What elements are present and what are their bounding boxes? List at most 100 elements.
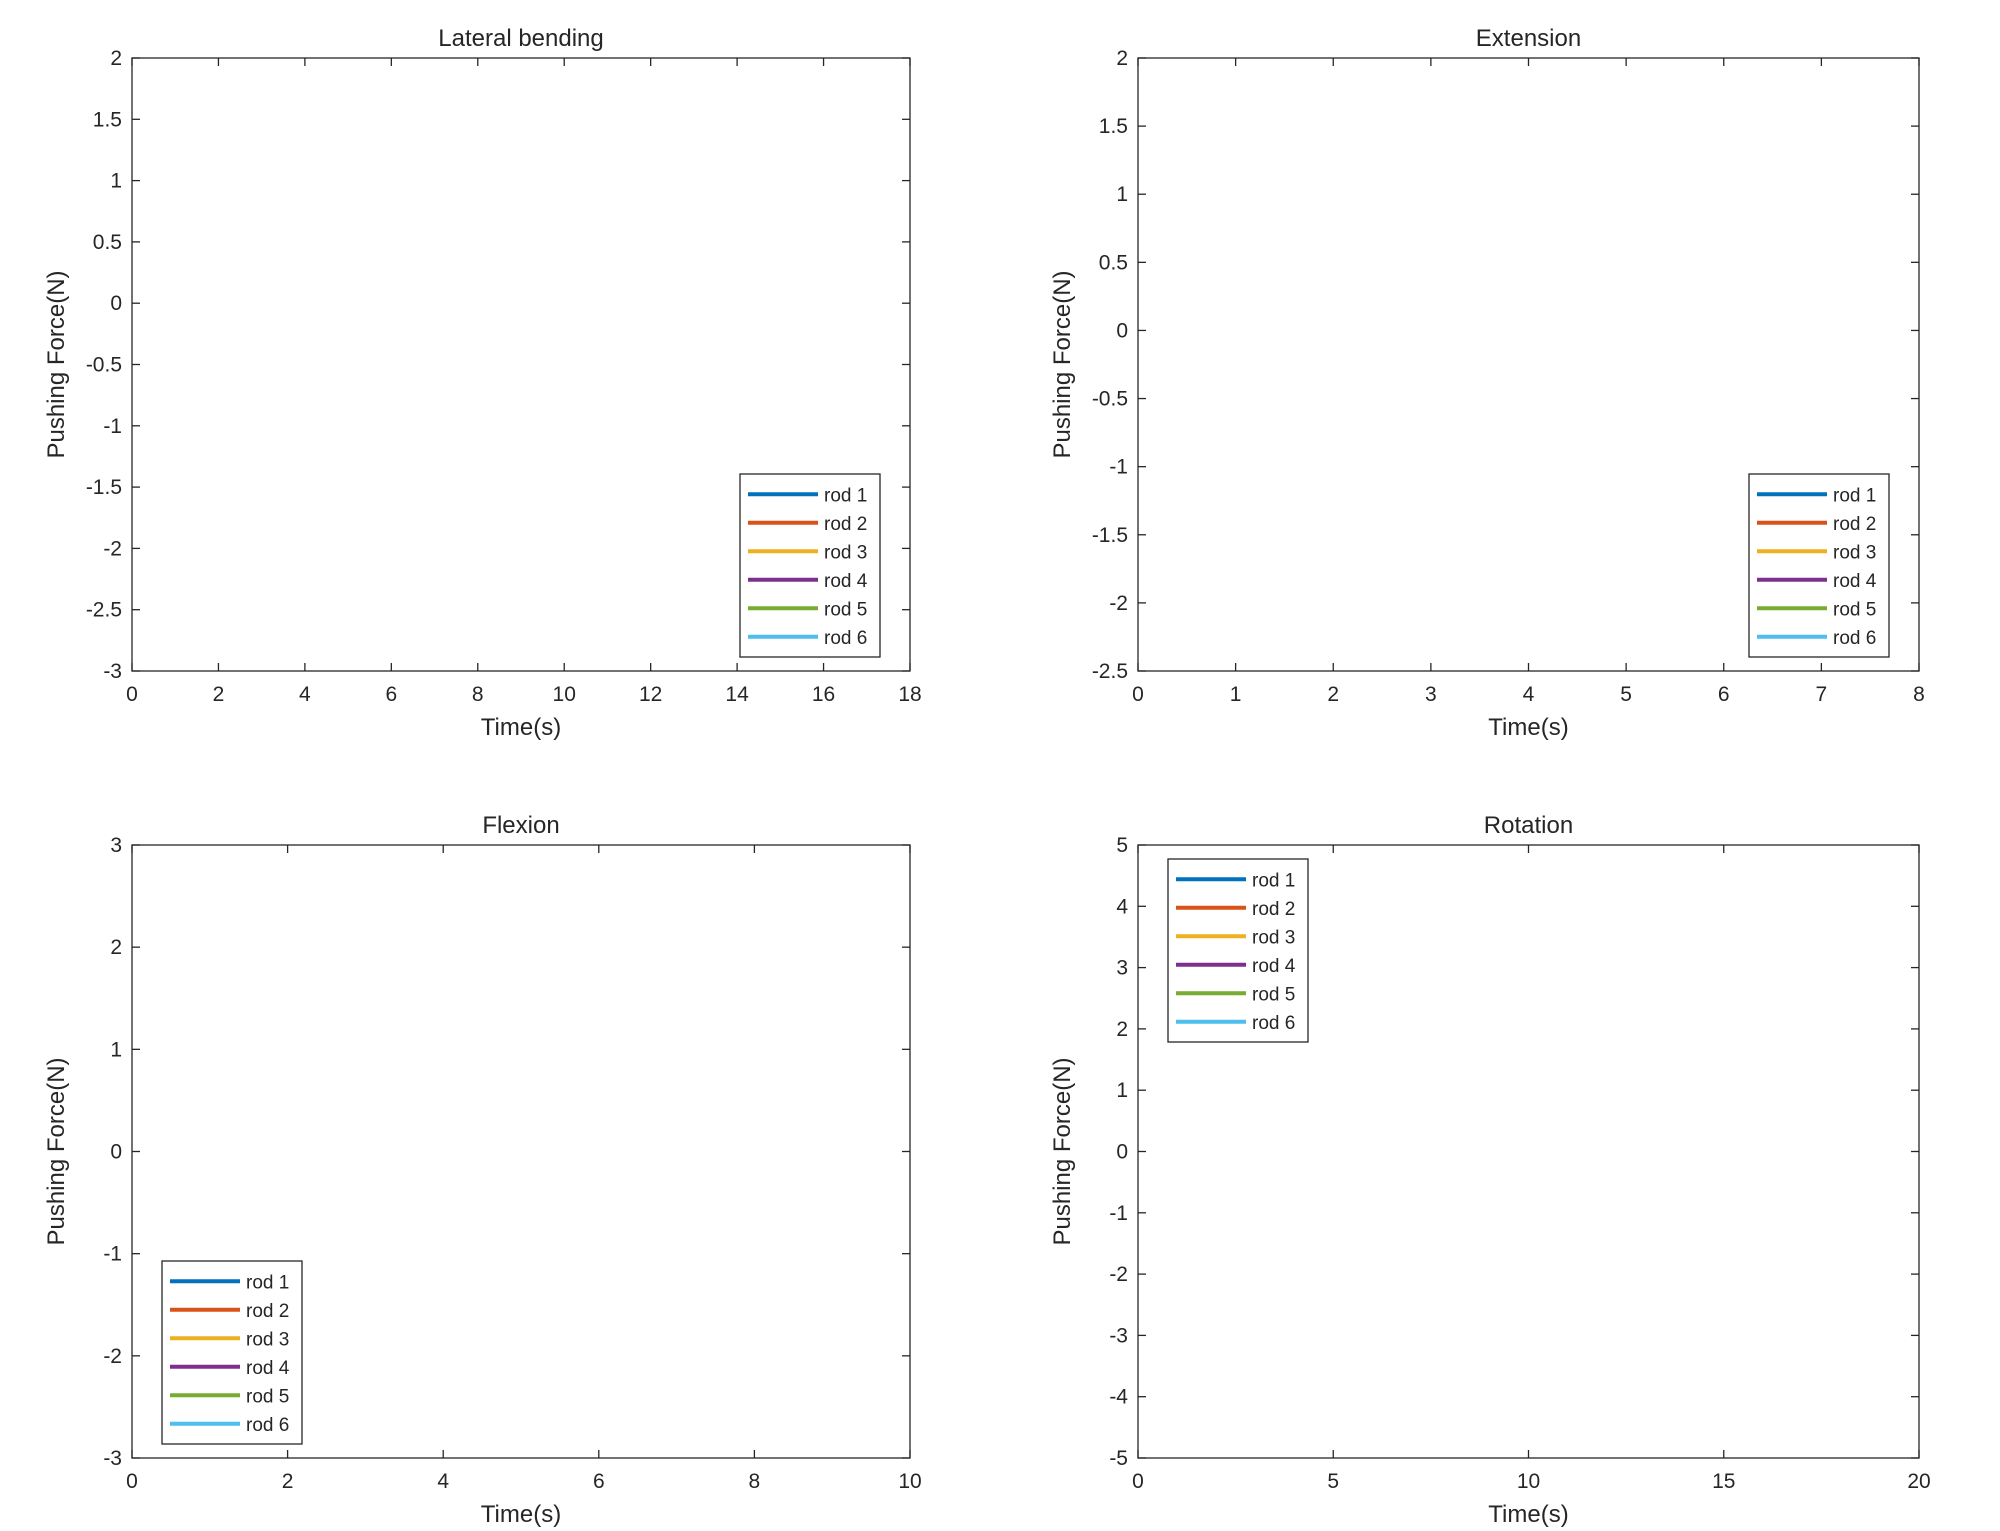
legend-label-rod-2: rod 2 bbox=[824, 514, 867, 535]
y-tick-label: 1 bbox=[110, 170, 122, 193]
y-tick-label: -2 bbox=[103, 537, 122, 560]
y-tick-label: 4 bbox=[1116, 895, 1128, 918]
y-tick-label: 0 bbox=[110, 1141, 122, 1164]
legend-label-rod-3: rod 3 bbox=[1252, 927, 1295, 948]
x-tick-label: 0 bbox=[1132, 1470, 1144, 1493]
y-tick-label: -1 bbox=[103, 1243, 122, 1266]
x-tick-label: 15 bbox=[1712, 1470, 1735, 1493]
x-tick-label: 4 bbox=[437, 1470, 449, 1493]
y-tick-label: -2 bbox=[1109, 592, 1128, 615]
x-tick-label: 10 bbox=[1517, 1470, 1540, 1493]
y-tick-label: -1 bbox=[1109, 456, 1128, 479]
x-tick-label: 1 bbox=[1230, 683, 1242, 706]
y-tick-label: -3 bbox=[103, 660, 122, 683]
legend-label-rod-4: rod 4 bbox=[824, 571, 868, 592]
legend-label-rod-1: rod 1 bbox=[1833, 485, 1876, 506]
y-tick-label: 3 bbox=[1116, 957, 1128, 980]
y-tick-label: 1 bbox=[110, 1038, 122, 1061]
y-tick-label: -1 bbox=[103, 415, 122, 438]
x-tick-label: 0 bbox=[1132, 683, 1144, 706]
x-axis-label: Time(s) bbox=[481, 714, 561, 741]
x-tick-label: 6 bbox=[385, 683, 397, 706]
chart-title: Rotation bbox=[1484, 812, 1573, 839]
y-tick-label: -2 bbox=[1109, 1263, 1128, 1286]
x-axis-label: Time(s) bbox=[1488, 714, 1568, 741]
y-tick-label: 0.5 bbox=[93, 231, 122, 254]
x-tick-label: 3 bbox=[1425, 683, 1437, 706]
x-axis-label: Time(s) bbox=[1488, 1501, 1568, 1528]
y-tick-label: 1 bbox=[1116, 183, 1128, 206]
x-tick-label: 0 bbox=[126, 683, 138, 706]
y-tick-label: -1.5 bbox=[1092, 524, 1128, 547]
y-tick-label: -4 bbox=[1109, 1386, 1128, 1409]
x-tick-label: 6 bbox=[1718, 683, 1730, 706]
legend-label-rod-4: rod 4 bbox=[246, 1358, 290, 1379]
legend-label-rod-3: rod 3 bbox=[246, 1329, 289, 1350]
legend-label-rod-5: rod 5 bbox=[1252, 984, 1295, 1005]
legend: rod 1 rod 2 rod 3 rod 4 rod 5 rod 6 bbox=[1167, 858, 1309, 1043]
y-tick-label: -0.5 bbox=[1092, 388, 1128, 411]
y-tick-label: 0 bbox=[1116, 1141, 1128, 1164]
legend: rod 1 rod 2 rod 3 rod 4 rod 5 rod 6 bbox=[161, 1260, 303, 1445]
y-tick-label: -1.5 bbox=[86, 476, 122, 499]
y-tick-label: 2 bbox=[110, 47, 122, 70]
y-tick-label: 0 bbox=[1116, 319, 1128, 342]
legend-label-rod-1: rod 1 bbox=[1252, 870, 1295, 891]
x-tick-label: 20 bbox=[1907, 1470, 1930, 1493]
chart-title: Lateral bending bbox=[438, 25, 603, 52]
chart-panel-2: 0 1 2 3 4 5 6 7 8 -2.5 -2 -1.5 -1 -0.5 0 0.5 1 1.5 2 Extens… bbox=[1049, 25, 1925, 741]
chart-panel-3: 0 2 4 6 8 10 -3 -2 -1 0 1 2 3 Flexion Time(s) Pushing F… bbox=[43, 812, 922, 1528]
legend-box bbox=[1748, 473, 1890, 658]
y-tick-label: -3 bbox=[1109, 1324, 1128, 1347]
legend-label-rod-2: rod 2 bbox=[1833, 514, 1876, 535]
x-tick-label: 4 bbox=[1523, 683, 1535, 706]
legend-box bbox=[1167, 858, 1309, 1043]
y-tick-label: -2.5 bbox=[86, 599, 122, 622]
legend-label-rod-2: rod 2 bbox=[246, 1301, 289, 1322]
y-tick-label: -3 bbox=[103, 1447, 122, 1470]
x-tick-label: 14 bbox=[725, 683, 749, 706]
legend-label-rod-1: rod 1 bbox=[246, 1272, 289, 1293]
y-tick-label: 2 bbox=[1116, 47, 1128, 70]
legend: rod 1 rod 2 rod 3 rod 4 rod 5 rod 6 bbox=[1748, 473, 1890, 658]
y-tick-label: -2.5 bbox=[1092, 660, 1128, 683]
x-tick-label: 7 bbox=[1816, 683, 1828, 706]
y-tick-label: 1 bbox=[1116, 1079, 1128, 1102]
y-tick-label: -5 bbox=[1109, 1447, 1128, 1470]
x-tick-label: 4 bbox=[299, 683, 311, 706]
y-tick-label: -0.5 bbox=[86, 354, 122, 377]
x-tick-label: 2 bbox=[282, 1470, 294, 1493]
y-tick-label: 2 bbox=[110, 936, 122, 959]
chart-title: Flexion bbox=[482, 812, 559, 839]
x-tick-label: 10 bbox=[553, 683, 576, 706]
chart-panel-1: 0 2 4 6 8 10 12 14 16 18 -3 -2.5 -2 -1.5 -1 -0.5 0 0.5 1 1.… bbox=[43, 25, 922, 741]
x-tick-label: 18 bbox=[898, 683, 921, 706]
legend-label-rod-3: rod 3 bbox=[1833, 542, 1876, 563]
legend-label-rod-6: rod 6 bbox=[1252, 1013, 1295, 1034]
legend-label-rod-5: rod 5 bbox=[824, 599, 867, 620]
legend-label-rod-6: rod 6 bbox=[824, 628, 867, 649]
legend-label-rod-4: rod 4 bbox=[1252, 956, 1296, 977]
x-tick-label: 0 bbox=[126, 1470, 138, 1493]
x-tick-label: 2 bbox=[1327, 683, 1339, 706]
x-tick-label: 8 bbox=[749, 1470, 761, 1493]
y-axis-label: Pushing Force(N) bbox=[43, 1057, 70, 1245]
y-tick-label: 0 bbox=[110, 292, 122, 315]
x-tick-label: 12 bbox=[639, 683, 662, 706]
y-tick-label: 2 bbox=[1116, 1018, 1128, 1041]
x-tick-label: 16 bbox=[812, 683, 835, 706]
x-tick-label: 8 bbox=[1913, 683, 1925, 706]
x-tick-label: 2 bbox=[213, 683, 225, 706]
x-tick-label: 6 bbox=[593, 1470, 605, 1493]
y-axis-label: Pushing Force(N) bbox=[1049, 1057, 1076, 1245]
y-tick-label: 3 bbox=[110, 834, 122, 857]
x-axis-label: Time(s) bbox=[481, 1501, 561, 1528]
x-tick-label: 10 bbox=[898, 1470, 921, 1493]
legend-label-rod-4: rod 4 bbox=[1833, 571, 1877, 592]
y-tick-label: 1.5 bbox=[1099, 115, 1128, 138]
x-tick-label: 5 bbox=[1327, 1470, 1339, 1493]
legend-label-rod-5: rod 5 bbox=[246, 1386, 289, 1407]
legend-box bbox=[161, 1260, 303, 1445]
chart-title: Extension bbox=[1476, 25, 1581, 52]
